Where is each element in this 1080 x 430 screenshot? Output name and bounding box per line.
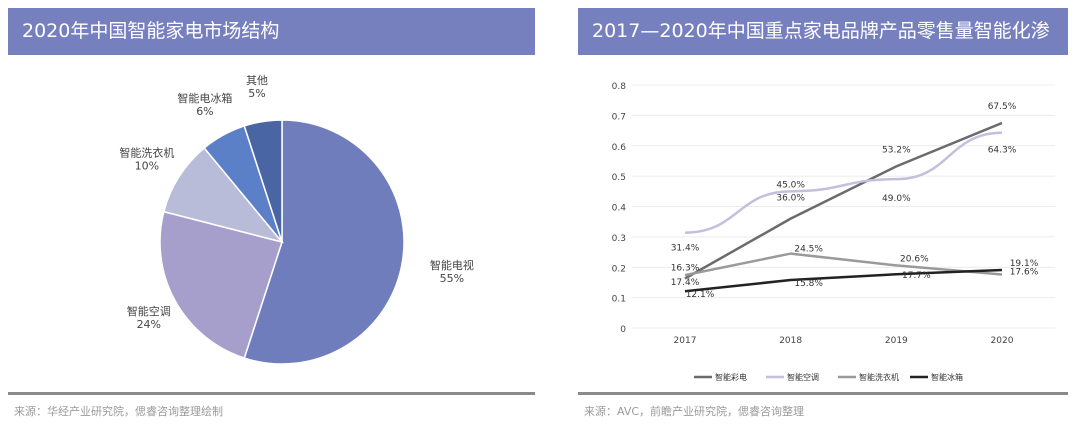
y-tick: 0 [620, 325, 626, 335]
x-tick: 2017 [674, 336, 697, 346]
x-tick: 2018 [779, 336, 802, 346]
y-tick: 0.5 [612, 173, 626, 183]
divider [8, 392, 535, 395]
y-tick: 0.7 [612, 112, 626, 122]
data-label: 53.2% [882, 145, 911, 155]
data-label: 31.4% [671, 244, 700, 254]
divider [578, 392, 1068, 395]
series-line [684, 121, 1003, 280]
legend-label: 智能洗衣机 [859, 372, 899, 382]
pie-value: 10% [135, 159, 159, 172]
pie-slice [243, 119, 283, 243]
legend-label: 智能空调 [787, 372, 819, 382]
x-tick: 2020 [991, 336, 1014, 346]
y-tick: 0.4 [612, 204, 627, 214]
data-label: 17.7% [902, 271, 931, 281]
line-source: 来源：AVC，前瞻产业研究院，偲睿咨询整理 [584, 405, 805, 418]
line-title: 2017—2020年中国重点家电品牌产品零售量智能化渗透率 [578, 8, 1068, 89]
data-label: 17.4% [671, 278, 700, 288]
pie-source: 来源：华经产业研究院，偲睿咨询整理绘制 [14, 405, 223, 418]
x-tick: 2019 [885, 336, 908, 346]
data-label: 24.5% [794, 245, 823, 255]
data-label: 16.3% [671, 263, 700, 273]
series-line [684, 252, 1003, 277]
pie-value: 5% [248, 87, 265, 100]
series-line [684, 131, 1003, 234]
pie-label: 其他 [246, 74, 268, 87]
pie-label: 智能空调 [127, 304, 171, 318]
pie-slice [162, 146, 285, 244]
data-label: 36.0% [776, 194, 805, 204]
data-label: 19.1% [1010, 259, 1039, 269]
pie-slice [243, 119, 405, 365]
pie-slice [159, 210, 283, 359]
data-label: 12.1% [686, 290, 715, 300]
data-label: 64.3% [988, 146, 1017, 156]
pie-label: 智能洗衣机 [119, 145, 174, 159]
pie-value: 24% [137, 318, 161, 331]
data-label: 15.8% [794, 279, 823, 289]
y-tick: 0.2 [612, 264, 626, 274]
legend-label: 智能彩电 [715, 372, 747, 382]
legend-label: 智能冰箱 [931, 372, 963, 382]
data-label: 45.0% [776, 180, 805, 190]
series-line [684, 268, 1003, 293]
data-label: 17.6% [1010, 268, 1039, 278]
y-tick: 0.6 [612, 143, 627, 153]
pie-label: 智能电视 [430, 258, 474, 272]
y-tick: 0.3 [612, 234, 626, 244]
y-tick: 0.8 [612, 82, 627, 92]
data-label: 67.5% [988, 102, 1017, 112]
data-label: 49.0% [882, 194, 911, 204]
pie-label: 智能电冰箱 [177, 91, 232, 105]
data-label: 20.6% [900, 254, 929, 264]
pie-value: 55% [440, 272, 464, 285]
pie-value: 6% [196, 105, 213, 118]
pie-title: 2020年中国智能家电市场结构 [8, 8, 535, 55]
y-tick: 0.1 [612, 295, 626, 305]
